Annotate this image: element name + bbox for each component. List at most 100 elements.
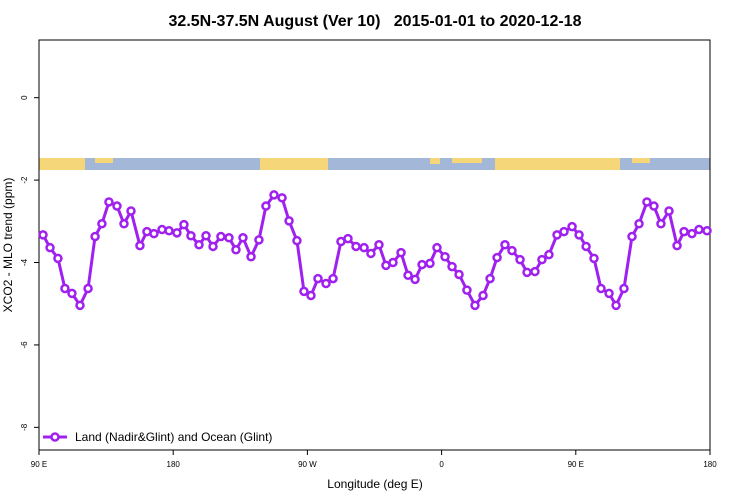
data-point — [343, 233, 353, 244]
data-line — [41, 193, 708, 309]
y-tick-label: -2 — [20, 176, 29, 184]
data-point — [126, 206, 136, 216]
data-point — [589, 253, 599, 264]
data-point — [544, 249, 554, 260]
data-point — [403, 270, 413, 281]
data-point — [238, 233, 248, 243]
plot-frame — [38, 39, 711, 451]
y-tick-label: 0 — [20, 95, 29, 100]
data-point — [135, 240, 145, 251]
data-point — [321, 278, 331, 289]
x-tick-label: 90 E — [568, 460, 584, 469]
data-point — [470, 300, 480, 311]
data-point — [149, 228, 159, 239]
data-point — [634, 219, 644, 229]
data-point — [53, 253, 63, 264]
data-point — [351, 241, 361, 252]
data-point — [186, 230, 196, 241]
data-point — [687, 228, 697, 239]
data-point — [440, 251, 450, 262]
y-tick-label: -6 — [20, 341, 29, 349]
data-point — [359, 242, 369, 253]
data-point — [530, 266, 540, 277]
data-point — [396, 247, 406, 258]
data-point — [366, 248, 376, 259]
data-point — [537, 254, 547, 265]
data-point — [112, 201, 122, 211]
data-point — [649, 201, 659, 211]
x-tick-label: 0 — [439, 460, 444, 469]
data-point — [83, 283, 93, 294]
x-tick-label: 180 — [167, 460, 181, 469]
data-point — [261, 201, 271, 211]
data-point — [702, 226, 712, 236]
data-point — [60, 283, 70, 294]
data-point — [179, 219, 189, 230]
data-point — [388, 257, 398, 268]
chart-title: 32.5N-37.5N August (Ver 10) 2015-01-01 t… — [169, 13, 582, 30]
data-point — [515, 254, 525, 265]
x-axis-label: Longitude (deg E) — [327, 477, 422, 491]
data-point — [201, 230, 211, 241]
data-point — [269, 190, 279, 200]
data-point — [454, 269, 464, 280]
data-point — [90, 231, 100, 242]
data-point — [447, 261, 457, 272]
data-point — [417, 259, 427, 270]
data-point — [694, 224, 704, 235]
legend-label: Land (Nadir&Glint) and Ocean (Glint) — [75, 430, 272, 444]
data-point — [656, 219, 666, 229]
data-point — [328, 273, 338, 284]
data-point — [231, 244, 241, 255]
data-point — [284, 216, 294, 226]
data-point — [374, 240, 384, 250]
data-point — [500, 240, 510, 250]
data-point — [552, 230, 562, 240]
data-point — [574, 230, 584, 240]
data-point — [596, 283, 606, 294]
data-point — [194, 240, 204, 250]
data-point — [642, 197, 652, 207]
data-point — [567, 221, 577, 232]
data-point — [507, 245, 517, 256]
data-point — [672, 240, 682, 251]
data-point — [619, 283, 629, 294]
data-point — [67, 288, 77, 299]
x-tick-label: 90 W — [298, 460, 317, 469]
data-point — [478, 290, 488, 301]
x-tick-label: 90 E — [31, 460, 47, 469]
data-point — [164, 226, 174, 236]
data-point — [604, 288, 614, 299]
data-point — [208, 241, 218, 252]
data-point — [45, 242, 55, 253]
data-point — [306, 290, 316, 301]
data-point — [119, 219, 129, 229]
data-point — [492, 252, 502, 263]
data-point — [75, 300, 85, 311]
x-tick-label: 180 — [703, 460, 717, 469]
data-point — [97, 219, 107, 229]
y-tick-label: -8 — [20, 423, 29, 431]
data-point — [104, 197, 114, 207]
data-point — [254, 235, 264, 245]
data-point — [224, 233, 234, 243]
data-point — [292, 235, 302, 246]
data-point — [425, 258, 435, 269]
data-point — [313, 273, 323, 284]
data-point — [462, 285, 472, 295]
data-point — [664, 206, 674, 216]
legend-marker — [50, 432, 60, 442]
y-axis-label: XCO2 - MLO trend (ppm) — [1, 178, 15, 313]
data-point — [246, 251, 256, 262]
data-point — [216, 231, 226, 242]
data-point — [679, 226, 689, 237]
data-point — [581, 241, 591, 252]
data-point — [432, 242, 442, 253]
data-point — [299, 286, 309, 297]
data-point — [611, 300, 621, 311]
data-point — [277, 193, 287, 203]
data-point — [485, 273, 495, 284]
data-point — [522, 267, 532, 278]
data-point — [38, 230, 48, 240]
